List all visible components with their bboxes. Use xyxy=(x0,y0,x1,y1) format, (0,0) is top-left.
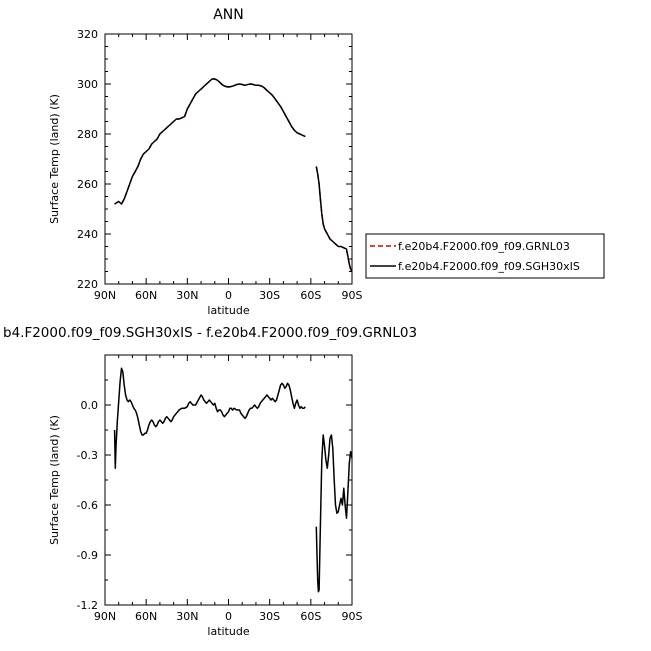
x-tick-label: 60S xyxy=(300,289,321,302)
x-tick-label: 0 xyxy=(225,610,232,623)
y-tick-label: -1.2 xyxy=(77,599,98,612)
x-tick-label: 0 xyxy=(225,289,232,302)
x-tick-label: 60N xyxy=(135,289,157,302)
x-tick-label: 30S xyxy=(259,610,280,623)
x-tick-label: 90N xyxy=(94,289,116,302)
x-tick-label: 30N xyxy=(176,289,198,302)
series-line-1-1 xyxy=(315,166,353,272)
y-tick-label: 300 xyxy=(77,78,98,91)
legend-box xyxy=(365,233,605,279)
x-tick-label: 60S xyxy=(300,610,321,623)
y-axis-label: Surface Temp (land) (K) xyxy=(48,415,61,545)
legend-label: f.e20b4.F2000.f09_f09.SGH30xIS xyxy=(398,260,580,273)
plot-frame-1 xyxy=(104,33,353,285)
series-line-1-1 xyxy=(114,78,306,205)
series-line-2-1 xyxy=(113,367,306,470)
y-tick-label: 320 xyxy=(77,28,98,41)
series-line-1-2 xyxy=(315,166,353,272)
y-tick-label: 280 xyxy=(77,128,98,141)
x-axis-label: latitude xyxy=(207,304,249,317)
y-tick-label: 260 xyxy=(77,178,98,191)
x-tick-label: 90N xyxy=(94,610,116,623)
chart-title-2: b4.F2000.f09_f09.SGH30xIS - f.e20b4.F200… xyxy=(3,325,417,341)
plot-frame-2 xyxy=(104,354,353,606)
y-tick-label: 240 xyxy=(77,228,98,241)
x-tick-label: 30N xyxy=(176,610,198,623)
y-tick-label: 0.0 xyxy=(81,399,99,412)
x-tick-label: 90S xyxy=(342,289,363,302)
y-tick-label: -0.9 xyxy=(77,549,98,562)
y-axis-label: Surface Temp (land) (K) xyxy=(48,94,61,224)
series-line-2-1 xyxy=(315,434,353,593)
chart-title-1: ANN xyxy=(213,7,244,23)
x-tick-label: 30S xyxy=(259,289,280,302)
x-tick-label: 60N xyxy=(135,610,157,623)
y-tick-label: -0.6 xyxy=(77,499,98,512)
x-axis-label: latitude xyxy=(207,625,249,638)
series-line-1-2 xyxy=(114,78,306,205)
y-tick-label: -0.3 xyxy=(77,449,98,462)
y-tick-label: 220 xyxy=(77,278,98,291)
legend-label: f.e20b4.F2000.f09_f09.GRNL03 xyxy=(398,240,570,253)
x-tick-label: 90S xyxy=(342,610,363,623)
